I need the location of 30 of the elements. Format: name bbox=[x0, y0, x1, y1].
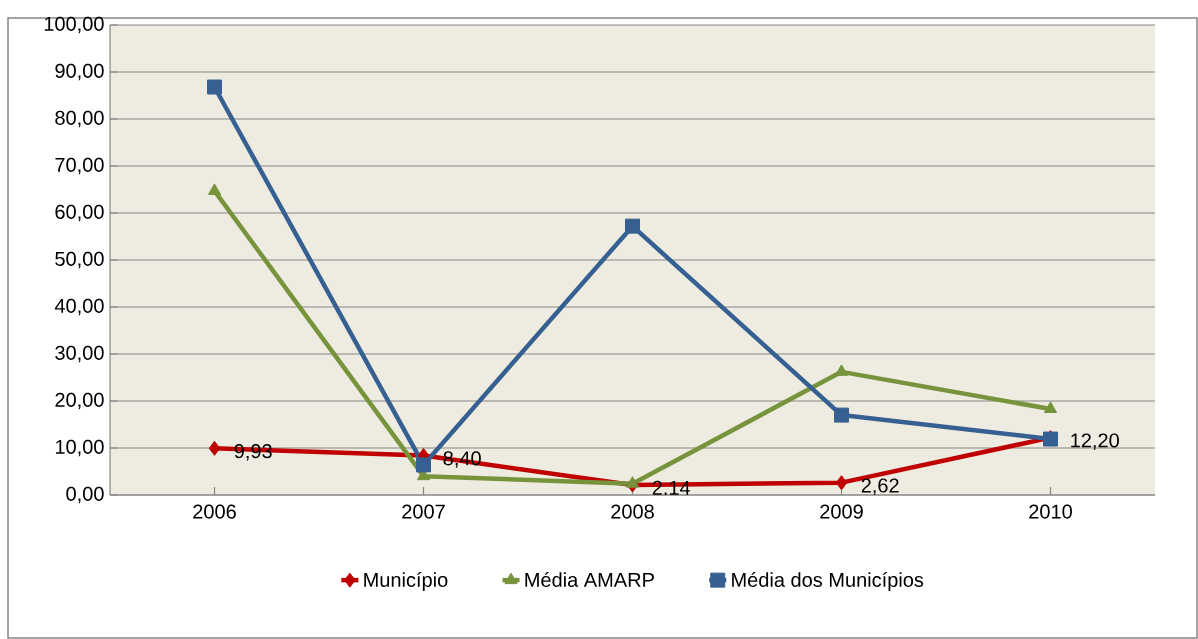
point bbox=[834, 407, 850, 423]
y-tick-label: 30,00 bbox=[55, 345, 104, 363]
data-label: 2,62 bbox=[861, 478, 899, 495]
data-label: 12,20 bbox=[1071, 433, 1119, 450]
point bbox=[207, 79, 223, 95]
y-tick-label: 40,00 bbox=[54, 298, 104, 316]
x-tick-label: 2009 bbox=[820, 504, 863, 519]
point bbox=[835, 475, 848, 491]
y-tick-label: 100,00 bbox=[44, 16, 104, 34]
x-tick-label: 2007 bbox=[402, 504, 445, 519]
y-tick-label: 90,00 bbox=[55, 63, 104, 81]
x-tick-label: 2006 bbox=[193, 504, 236, 519]
y-tick-label: 60,00 bbox=[55, 204, 104, 222]
point bbox=[625, 476, 640, 488]
y-tick-label: 80,00 bbox=[55, 110, 104, 128]
y-tick-label: 10,00 bbox=[55, 439, 104, 457]
point bbox=[208, 440, 221, 456]
point bbox=[625, 218, 641, 234]
y-tick-label: 20,00 bbox=[55, 392, 104, 410]
y-tick-label: 0,00 bbox=[66, 486, 104, 504]
x-tick-label: 2010 bbox=[1029, 504, 1072, 519]
y-tick-label: 50,00 bbox=[55, 251, 104, 269]
y-tick-label: 70,00 bbox=[55, 157, 104, 175]
legend-label: Município bbox=[364, 572, 448, 591]
x-tick-label: 2008 bbox=[611, 504, 654, 519]
point bbox=[416, 457, 432, 473]
legend-label: Média dos Municípios bbox=[732, 572, 924, 591]
point bbox=[207, 183, 222, 195]
point bbox=[1043, 401, 1058, 413]
legend-label: Média AMARP bbox=[525, 572, 654, 587]
